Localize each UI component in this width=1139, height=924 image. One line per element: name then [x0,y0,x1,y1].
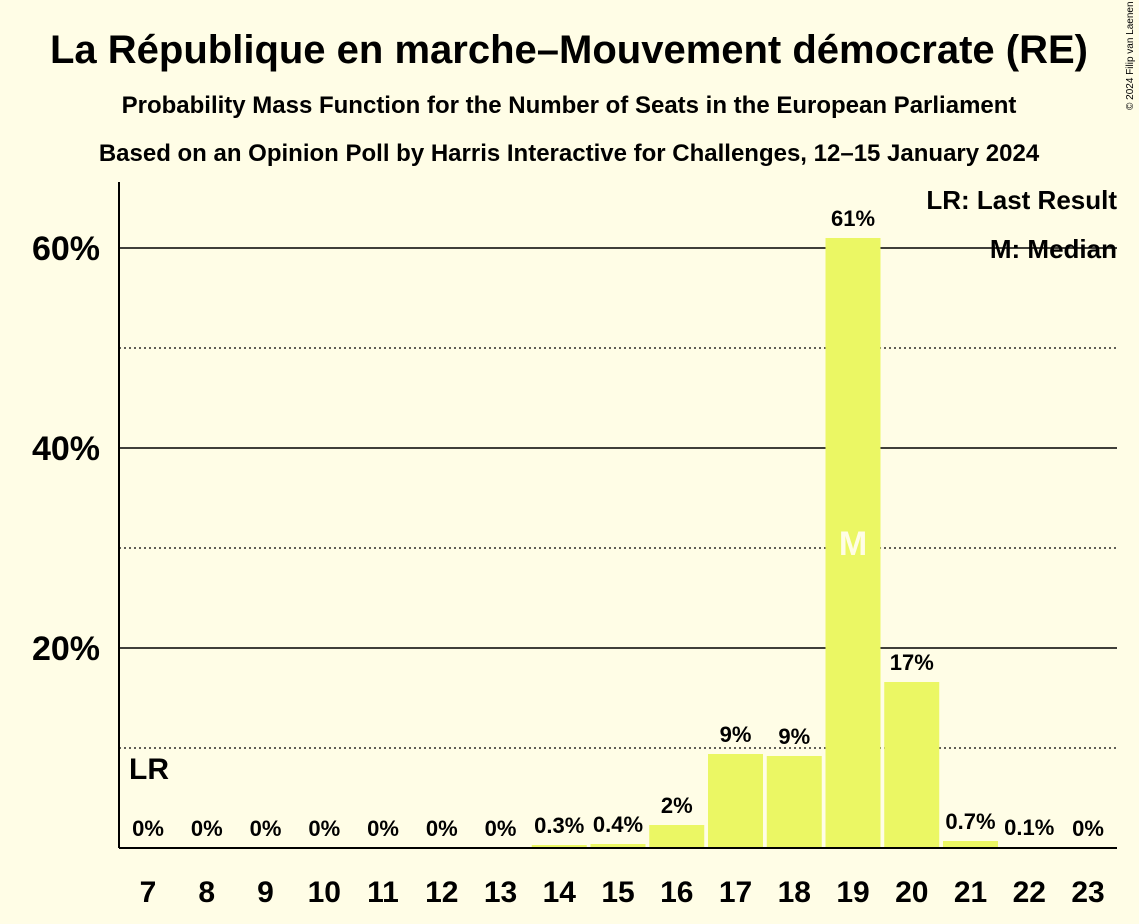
x-tick-15: 15 [601,876,634,909]
x-tick-17: 17 [719,876,752,909]
x-tick-10: 10 [308,876,341,909]
x-tick-11: 11 [367,876,399,909]
bar-17 [708,754,763,848]
x-tick-9: 9 [257,876,274,909]
bar-label-10: 0% [308,816,340,841]
y-tick-20: 20% [32,630,100,668]
bar-label-15: 0.4% [593,812,643,837]
bar-label-23: 0% [1072,816,1104,841]
chart-subtitle: Probability Mass Function for the Number… [122,92,1017,119]
x-tick-7: 7 [140,876,157,909]
bar-label-22: 0.1% [1004,815,1054,840]
bar-18 [766,756,822,848]
x-tick-21: 21 [954,876,987,909]
x-tick-13: 13 [484,876,517,909]
x-tick-12: 12 [425,876,458,909]
gridlines [119,247,1117,749]
bar-label-14: 0.3% [534,813,584,838]
copyright: © 2024 Filip van Laenen [1125,1,1136,110]
x-tick-22: 22 [1013,876,1046,909]
bar-label-17: 9% [720,722,752,747]
bar-label-13: 0% [485,816,517,841]
legend-median: M: Median [990,234,1117,264]
chart-subtitle-source: Based on an Opinion Poll by Harris Inter… [99,140,1040,167]
bar-label-20: 17% [890,650,934,675]
bar-20 [884,682,940,848]
chart-title: La République en marche–Mouvement démocr… [50,28,1088,72]
axes [118,182,1117,849]
bar-19 [825,238,881,848]
bar-label-11: 0% [367,816,399,841]
bar-label-9: 0% [250,816,282,841]
bar-label-18: 9% [778,724,810,749]
labels: 0% 7 0% 8 0% 9 0% 10 0% 11 0% 12 0% 13 0.3% 14 0.4% 15 2% 1… [32,206,1105,909]
bar-21 [943,841,998,848]
bar-label-21: 0.7% [945,809,995,834]
x-tick-8: 8 [198,876,215,909]
bar-label-12: 0% [426,816,458,841]
bar-15 [590,844,646,848]
bar-14 [531,845,587,848]
x-tick-19: 19 [836,876,869,909]
x-tick-16: 16 [660,876,693,909]
y-tick-40: 40% [32,430,100,468]
bar-label-16: 2% [661,793,693,818]
y-tick-60: 60% [32,230,100,268]
bar-label-8: 0% [191,816,223,841]
x-tick-23: 23 [1071,876,1104,909]
bar-16 [649,825,705,848]
legend-last-result: LR: Last Result [926,185,1117,215]
x-tick-18: 18 [778,876,811,909]
x-tick-20: 20 [895,876,928,909]
last-result-marker: LR [129,753,169,786]
bar-label-7: 0% [132,816,164,841]
bars [531,238,1057,848]
median-marker: M [839,525,867,563]
x-tick-14: 14 [543,876,577,909]
bar-label-19: 61% [831,206,875,231]
